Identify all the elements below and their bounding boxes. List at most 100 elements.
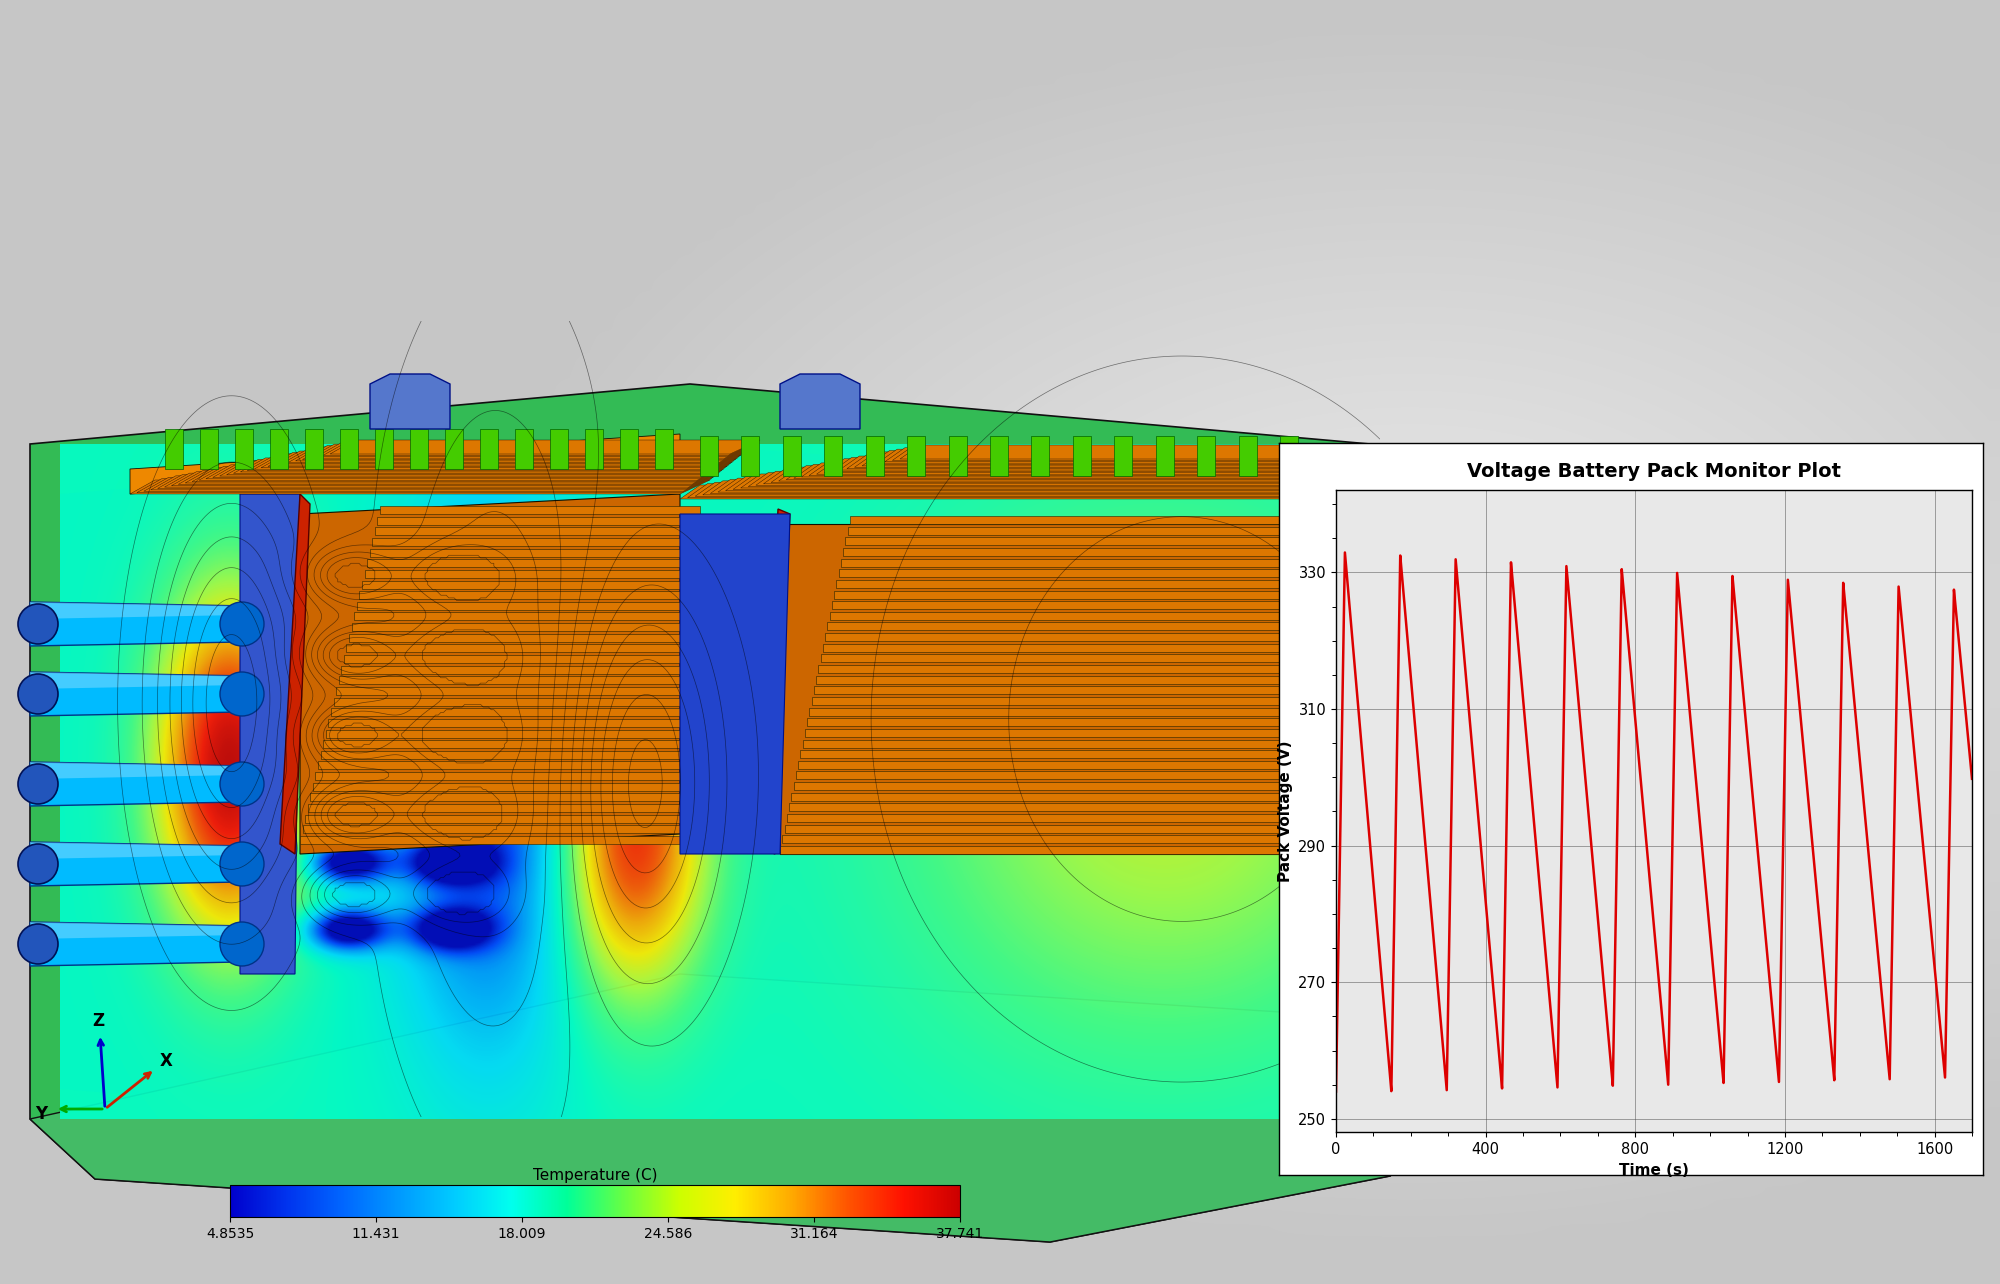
Circle shape <box>220 602 264 646</box>
Polygon shape <box>192 467 726 482</box>
Polygon shape <box>846 537 1340 546</box>
Polygon shape <box>900 446 1436 458</box>
Polygon shape <box>30 842 250 886</box>
Polygon shape <box>870 451 1424 465</box>
Title: Temperature (C): Temperature (C) <box>532 1167 658 1183</box>
Polygon shape <box>372 538 698 546</box>
Polygon shape <box>836 580 1338 588</box>
Polygon shape <box>370 374 450 429</box>
Polygon shape <box>346 645 692 652</box>
Polygon shape <box>356 602 694 610</box>
Polygon shape <box>1198 437 1216 476</box>
Polygon shape <box>30 672 242 690</box>
Polygon shape <box>268 452 744 466</box>
Polygon shape <box>830 611 1338 620</box>
Polygon shape <box>178 470 722 484</box>
Polygon shape <box>296 447 752 461</box>
Title: Voltage Battery Pack Monitor Plot: Voltage Battery Pack Monitor Plot <box>1468 462 1840 480</box>
Polygon shape <box>822 643 1336 652</box>
Polygon shape <box>772 469 1388 483</box>
Polygon shape <box>792 792 1332 801</box>
Polygon shape <box>342 665 690 674</box>
Polygon shape <box>1370 444 1660 1156</box>
Polygon shape <box>336 687 690 695</box>
Polygon shape <box>360 591 694 600</box>
Polygon shape <box>798 761 1332 769</box>
Polygon shape <box>740 474 1378 488</box>
Text: Z: Z <box>92 1012 104 1030</box>
Polygon shape <box>846 455 1416 469</box>
Circle shape <box>18 924 58 964</box>
Polygon shape <box>350 634 692 642</box>
Polygon shape <box>444 429 464 469</box>
Polygon shape <box>144 478 714 492</box>
Polygon shape <box>310 794 682 801</box>
Polygon shape <box>362 580 696 588</box>
Polygon shape <box>340 429 358 469</box>
Polygon shape <box>718 478 1368 492</box>
Polygon shape <box>30 922 242 939</box>
Polygon shape <box>840 456 1412 470</box>
Polygon shape <box>352 623 692 632</box>
Polygon shape <box>688 484 1358 498</box>
Polygon shape <box>270 429 288 469</box>
Polygon shape <box>884 448 1430 462</box>
Polygon shape <box>742 437 760 476</box>
Polygon shape <box>862 452 1422 466</box>
Polygon shape <box>240 494 300 975</box>
Polygon shape <box>908 437 926 476</box>
Polygon shape <box>324 740 686 749</box>
Polygon shape <box>832 601 1338 609</box>
Polygon shape <box>334 697 688 706</box>
Polygon shape <box>164 473 718 487</box>
Polygon shape <box>794 782 1332 790</box>
Polygon shape <box>696 483 1360 496</box>
Polygon shape <box>310 444 754 458</box>
Polygon shape <box>802 464 1400 476</box>
Polygon shape <box>164 429 184 469</box>
Polygon shape <box>324 442 758 456</box>
Polygon shape <box>796 772 1332 779</box>
Polygon shape <box>794 465 1396 479</box>
Polygon shape <box>802 740 1334 747</box>
Polygon shape <box>790 804 1332 811</box>
Polygon shape <box>172 471 720 485</box>
Polygon shape <box>306 815 682 823</box>
Polygon shape <box>330 440 760 455</box>
Polygon shape <box>30 761 250 806</box>
Polygon shape <box>316 443 756 457</box>
Circle shape <box>18 674 58 714</box>
Polygon shape <box>828 623 1336 630</box>
Polygon shape <box>824 458 1408 473</box>
Polygon shape <box>710 479 1366 493</box>
Polygon shape <box>810 707 1334 715</box>
Polygon shape <box>236 429 252 469</box>
Polygon shape <box>656 429 672 469</box>
Polygon shape <box>370 548 698 556</box>
Polygon shape <box>200 429 218 469</box>
Polygon shape <box>834 591 1338 598</box>
Polygon shape <box>212 464 730 478</box>
Polygon shape <box>1238 437 1256 476</box>
Polygon shape <box>378 516 700 525</box>
Polygon shape <box>584 429 604 469</box>
Polygon shape <box>800 750 1332 758</box>
Polygon shape <box>410 429 428 469</box>
Polygon shape <box>30 761 242 779</box>
Polygon shape <box>380 506 700 514</box>
Polygon shape <box>1280 437 1298 476</box>
Polygon shape <box>620 429 638 469</box>
Polygon shape <box>680 514 790 854</box>
Polygon shape <box>300 494 680 854</box>
Polygon shape <box>338 677 690 684</box>
Polygon shape <box>312 783 684 791</box>
Circle shape <box>18 764 58 804</box>
Text: X: X <box>160 1052 172 1070</box>
Polygon shape <box>1032 437 1050 476</box>
Polygon shape <box>816 675 1336 683</box>
Polygon shape <box>330 709 688 716</box>
Polygon shape <box>376 429 392 469</box>
Polygon shape <box>516 429 532 469</box>
Polygon shape <box>762 508 790 854</box>
Polygon shape <box>226 461 734 475</box>
